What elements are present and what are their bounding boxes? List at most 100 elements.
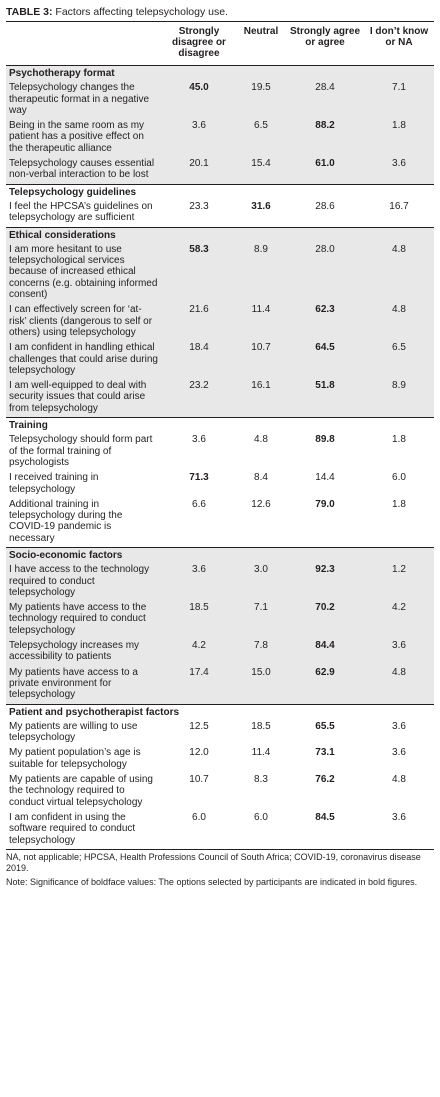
section-title: Patient and psychotherapist factors [6, 703, 434, 720]
cell-value: 3.6 [392, 811, 406, 823]
section-header-row: Ethical considerations [6, 226, 434, 243]
cell-value: 6.0 [254, 811, 268, 823]
row-label: Being in the same room as my patient has… [6, 119, 162, 158]
cell-value: 8.9 [236, 242, 286, 304]
table-row: My patients are capable of using the tec… [6, 773, 434, 811]
row-label: I can effectively screen for ‘at-risk’ c… [6, 303, 162, 342]
cell-value: 12.6 [251, 498, 271, 510]
cell-value: 7.8 [236, 639, 286, 666]
caption-label: TABLE 3: [6, 6, 53, 18]
table-row: I am confident in handling ethical chall… [6, 341, 434, 380]
cell-value: 16.1 [236, 379, 286, 418]
cell-value: 21.6 [162, 303, 236, 342]
row-label: I feel the HPCSA’s guidelines on telepsy… [9, 200, 153, 224]
table-row: I feel the HPCSA’s guidelines on telepsy… [6, 200, 434, 227]
header-row: Strongly disagree or disagree Neutral St… [6, 21, 434, 66]
caption-text: Factors affecting telepsychology use. [52, 6, 228, 18]
cell-value: 84.4 [286, 639, 364, 666]
cell-value: 62.3 [286, 303, 364, 342]
table-row: My patient population’s age is suitable … [6, 746, 434, 773]
row-label: Telepsychology changes the therapeutic f… [6, 81, 162, 120]
cell-value: 12.0 [189, 747, 209, 759]
row-label: My patients are capable of using the tec… [9, 774, 153, 808]
row-label: My patient population’s age is suitable … [9, 747, 141, 770]
cell-value: 18.5 [162, 601, 236, 640]
table-row: My patients have access to the technolog… [6, 601, 434, 640]
cell-value: 64.5 [286, 341, 364, 380]
cell-value: 28.4 [286, 81, 364, 120]
table-row: I am more hesitant to use telepsychologi… [6, 242, 434, 304]
cell-value: 45.0 [162, 81, 236, 120]
row-label: I received training in telepsychology [9, 472, 99, 495]
cell-value: 6.0 [192, 811, 206, 823]
table-row: Telepsychology increases my accessibilit… [6, 639, 434, 666]
cell-value: 31.6 [251, 200, 271, 212]
cell-value: 58.3 [162, 242, 236, 304]
row-label: I have access to the technology required… [6, 563, 162, 602]
cell-value: 18.4 [162, 341, 236, 380]
cell-value: 19.5 [236, 81, 286, 120]
cell-value: 92.3 [286, 563, 364, 602]
section-header-row: Training [6, 417, 434, 434]
row-label: I am confident in using the software req… [9, 811, 136, 846]
cell-value: 62.9 [286, 665, 364, 705]
factors-table: Strongly disagree or disagree Neutral St… [6, 21, 434, 850]
cell-value: 1.8 [364, 119, 434, 158]
cell-value: 23.2 [162, 379, 236, 418]
cell-value: 4.8 [364, 242, 434, 304]
column-header: Neutral [243, 26, 279, 37]
cell-value: 28.0 [286, 242, 364, 304]
cell-value: 23.3 [189, 200, 209, 212]
cell-value: 28.6 [315, 200, 335, 212]
section-title: Training [6, 417, 434, 434]
column-header [6, 22, 162, 66]
cell-value: 11.4 [236, 303, 286, 342]
cell-value: 4.2 [162, 639, 236, 666]
column-header: Strongly agree or agree [289, 26, 361, 48]
cell-value: 7.1 [364, 81, 434, 120]
row-label: I am well-equipped to deal with security… [6, 379, 162, 418]
cell-value: 6.0 [392, 472, 406, 484]
cell-value: 79.0 [315, 498, 335, 510]
cell-value: 70.2 [286, 601, 364, 640]
section-header-row: Psychotherapy format [6, 65, 434, 82]
cell-value: 3.6 [162, 563, 236, 602]
cell-value: 4.8 [392, 774, 406, 786]
table-row: I have access to the technology required… [6, 563, 434, 602]
table-body: Psychotherapy format Telepsychology chang… [6, 65, 434, 850]
column-header: I don’t know or NA [369, 26, 429, 48]
table-row: My patients have access to a private env… [6, 665, 434, 705]
table-container: TABLE 3: Factors affecting telepsycholog… [6, 6, 434, 891]
cell-value: 76.2 [315, 774, 335, 786]
cell-value: 8.9 [364, 379, 434, 418]
cell-value: 10.7 [236, 341, 286, 380]
table-row: Being in the same room as my patient has… [6, 119, 434, 158]
cell-value: 3.0 [236, 563, 286, 602]
cell-value: 1.2 [364, 563, 434, 602]
cell-value: 7.1 [236, 601, 286, 640]
cell-value: 4.8 [364, 303, 434, 342]
cell-value: 61.0 [286, 157, 364, 185]
cell-value: 10.7 [189, 774, 209, 786]
section-title: Telepsychology guidelines [6, 183, 434, 200]
cell-value: 4.8 [254, 434, 268, 446]
table-row: Telepsychology changes the therapeutic f… [6, 81, 434, 120]
row-label: Telepsychology increases my accessibilit… [6, 639, 162, 666]
table-row: Telepsychology should form part of the f… [6, 433, 434, 471]
table-row: Additional training in telepsychology du… [6, 498, 434, 548]
cell-value: 1.8 [392, 498, 406, 510]
cell-value: 18.5 [251, 720, 271, 732]
cell-value: 15.4 [236, 157, 286, 185]
cell-value: 4.2 [364, 601, 434, 640]
cell-value: 3.6 [192, 434, 206, 446]
table-row: Telepsychology causes essential non-verb… [6, 157, 434, 185]
cell-value: 4.8 [364, 665, 434, 705]
cell-value: 84.5 [315, 811, 335, 823]
table-notes: NA, not applicable; HPCSA, Health Profes… [6, 852, 434, 888]
cell-value: 3.6 [364, 639, 434, 666]
row-label: Telepsychology should form part of the f… [9, 434, 153, 468]
cell-value: 6.5 [236, 119, 286, 158]
cell-value: 3.6 [392, 747, 406, 759]
cell-value: 12.5 [189, 720, 209, 732]
cell-value: 17.4 [162, 665, 236, 705]
